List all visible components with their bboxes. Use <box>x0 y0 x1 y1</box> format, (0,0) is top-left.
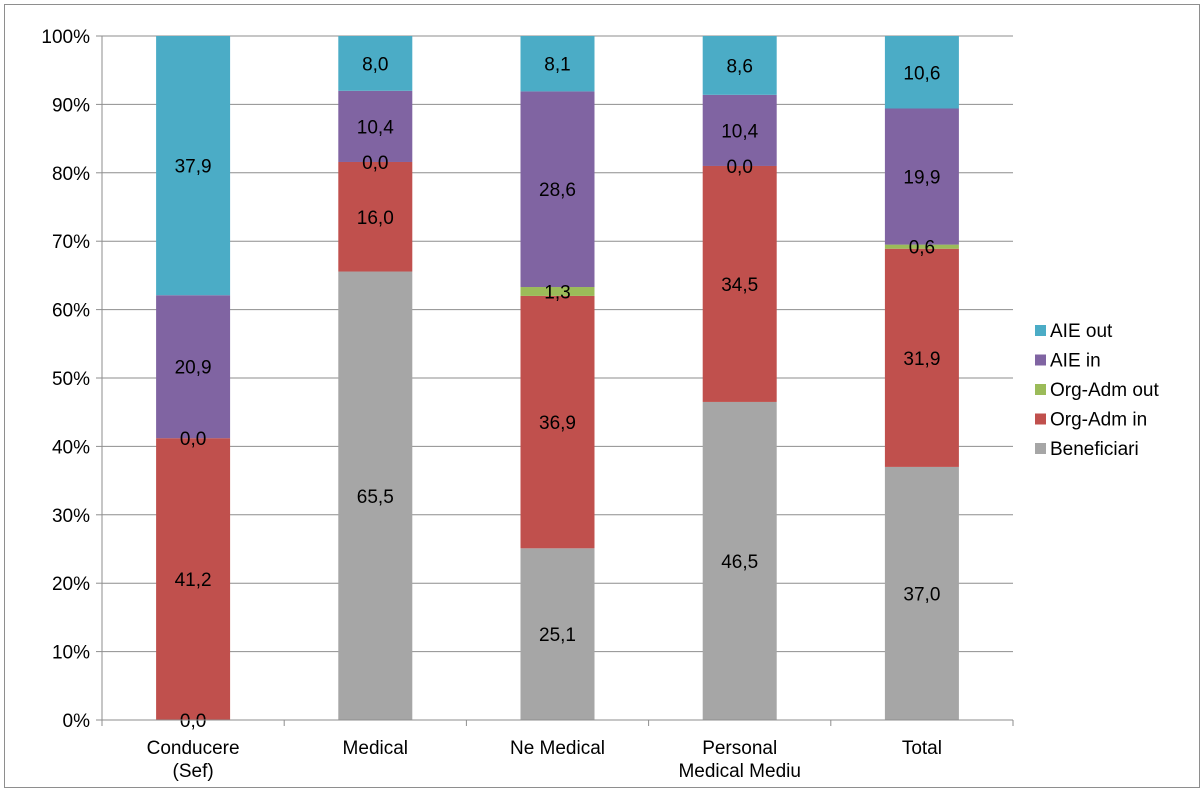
y-tick-label: 10% <box>52 643 90 664</box>
data-label: 65,5 <box>357 487 394 508</box>
bar-segment <box>884 248 959 467</box>
legend: AIE out AIE in Org-Adm out Org-Adm in Benefi… <box>1035 321 1159 460</box>
data-label: 20,9 <box>175 358 212 379</box>
data-label: 16,0 <box>357 208 394 229</box>
legend-label: AIE in <box>1050 351 1101 372</box>
data-label: 8,0 <box>362 54 388 75</box>
data-label: 19,9 <box>903 168 940 189</box>
data-label: 10,6 <box>903 63 940 84</box>
stacked-bar-chart: 0,0 41,2 0,0 20,9 37,9 65,5 16,0 0,0 10,4 8,0 25,1… <box>41 27 1159 782</box>
bar-segment <box>884 244 959 249</box>
y-tick-label: 50% <box>52 369 90 390</box>
data-label: 37,9 <box>175 157 212 178</box>
data-label: 25,1 <box>539 625 576 646</box>
legend-swatch <box>1035 443 1046 454</box>
bar-segment <box>884 466 959 720</box>
y-tick-label: 20% <box>52 574 90 595</box>
bar-segment <box>338 36 413 91</box>
bar-segment <box>520 91 595 288</box>
data-label: 0,0 <box>180 429 206 450</box>
x-tick-label: Personal <box>702 738 777 759</box>
y-tick-label: 90% <box>52 95 90 116</box>
data-label: 1,3 <box>544 282 570 303</box>
bar-segment <box>156 295 231 439</box>
data-label: 0,0 <box>362 153 388 174</box>
y-tick-label: 60% <box>52 301 90 322</box>
data-label: 8,6 <box>726 56 752 77</box>
legend-label: Org-Adm in <box>1050 410 1147 431</box>
bar-segment <box>702 36 777 95</box>
y-tick-label: 100% <box>41 27 90 48</box>
data-label: 0,0 <box>180 711 206 732</box>
data-label: 28,6 <box>539 180 576 201</box>
legend-swatch <box>1035 354 1046 366</box>
y-tick-label: 0% <box>63 711 91 732</box>
data-label: 46,5 <box>721 552 758 573</box>
x-tick-label: Conducere <box>147 738 240 759</box>
y-tick-label: 80% <box>52 164 90 185</box>
axes: 0% 10% 20% 30% 40% 50% 60% 70% 80% 90% 100% Conduce… <box>41 27 1014 782</box>
x-tick-label: Medical <box>343 738 408 759</box>
x-tick-label: Total <box>902 738 942 759</box>
data-label: 34,5 <box>721 275 758 296</box>
bar-segment <box>702 94 777 166</box>
data-label: 0,6 <box>909 238 935 259</box>
chart-frame: 0,0 41,2 0,0 20,9 37,9 65,5 16,0 0,0 10,4 8,0 25,1… <box>4 4 1200 788</box>
bar-segment <box>702 401 777 720</box>
bar-segment <box>338 161 413 272</box>
bars <box>156 36 959 720</box>
x-tick-label: Medical Mediu <box>678 761 801 782</box>
data-label: 31,9 <box>903 349 940 370</box>
bar-segment <box>884 36 959 109</box>
bar-segment <box>884 108 959 245</box>
legend-label: Beneficiari <box>1050 439 1139 460</box>
bar-segment <box>338 90 413 162</box>
data-label: 36,9 <box>539 413 576 434</box>
bar-segment <box>702 165 777 402</box>
data-label: 10,4 <box>721 121 758 142</box>
legend-label: Org-Adm out <box>1050 380 1159 401</box>
data-labels: 0,0 41,2 0,0 20,9 37,9 65,5 16,0 0,0 10,4 8,0 25,1… <box>175 54 941 732</box>
y-tick-label: 30% <box>52 506 90 527</box>
legend-swatch <box>1035 325 1046 336</box>
legend-swatch <box>1035 413 1046 425</box>
legend-swatch <box>1035 384 1046 395</box>
y-tick-label: 40% <box>52 437 90 458</box>
y-tick-label: 70% <box>52 232 90 253</box>
bar-segment <box>520 287 595 296</box>
legend-label: AIE out <box>1050 321 1113 342</box>
bar-segment <box>338 271 413 720</box>
bar-segment <box>520 36 595 92</box>
data-label: 41,2 <box>175 570 212 591</box>
x-tick-label: (Sef) <box>173 761 214 782</box>
bar-segment <box>156 36 231 296</box>
bar-segment <box>520 548 595 720</box>
data-label: 0,0 <box>726 157 752 178</box>
x-tick-label: Ne Medical <box>510 738 605 759</box>
data-label: 10,4 <box>357 117 394 138</box>
data-label: 8,1 <box>544 55 570 76</box>
data-label: 37,0 <box>903 584 940 605</box>
bar-segment <box>156 438 231 720</box>
bar-segment <box>520 295 595 549</box>
